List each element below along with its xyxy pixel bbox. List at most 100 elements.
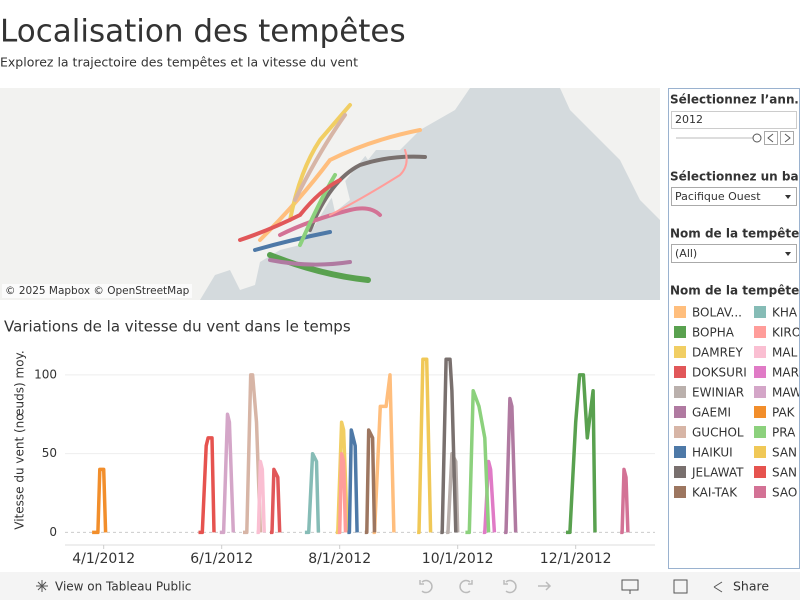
legend-swatch [674,346,686,358]
legend-label: KAI-TAK [692,486,738,500]
legend-swatch [674,426,686,438]
legend-swatch [754,306,766,318]
series-line [465,388,491,535]
series-line [347,428,359,535]
map-land [0,88,470,300]
view-link[interactable]: View on Tableau Public [55,580,191,594]
legend-label: KIRO [772,326,800,340]
legend-swatch [754,486,766,498]
legend-label: EWINIAR [692,386,744,400]
next-button[interactable] [780,131,794,145]
x-tick-label: 10/1/2012 [422,551,494,567]
legend-label: BOLAV... [692,306,742,320]
series-line [504,396,518,535]
map-attribution-bg [2,284,192,298]
download-button[interactable] [621,579,639,594]
legend-swatch [754,386,766,398]
dropdown-arrow [785,195,791,199]
year-value: 2012 [675,113,703,126]
prev-button[interactable] [764,131,778,145]
legend-swatch [674,306,686,318]
legend-swatch [754,446,766,458]
legend-title: Nom de la tempête [670,284,799,298]
series-line [304,451,321,535]
map[interactable] [0,88,660,300]
y-tick-label: 0 [49,525,57,539]
basin-value: Pacifique Ouest [675,190,761,203]
legend: BOLAV... BOPHA DAMREY DOKSURI EWINIAR GAEMI GU… [674,306,800,500]
legend-swatch [754,326,766,338]
toolbar-icons [419,579,552,594]
series-line [620,467,630,535]
x-tick-label: 8/1/2012 [308,551,371,567]
legend-swatch [674,486,686,498]
filter-label: Sélectionnez l’ann… [670,93,800,107]
x-tick-label: 4/1/2012 [72,551,135,567]
legend-label: BOPHA [692,326,735,340]
series-line [440,357,458,535]
storm-dropdown[interactable] [671,244,797,263]
legend-label: PAK [772,406,796,420]
share-icon [713,581,723,593]
series-line [337,451,348,535]
filters: Sélectionnez l’ann… 2012 Sélectionnez un… [670,93,800,500]
subtitle: Explorez la trajectoire des tempêtes et … [0,55,358,70]
legend-swatch [674,446,686,458]
legend-swatch [674,386,686,398]
slider-handle[interactable] [752,133,762,143]
year-input[interactable] [671,111,797,129]
y-axis-label: Vitesse du vent (nœuds) moy. [13,350,27,529]
y-tick-label: 100 [34,367,57,381]
series-line [482,459,497,535]
series-line [243,373,263,535]
legend-label: DOKSURI [692,366,747,380]
basin-dropdown[interactable] [671,187,797,206]
series-line [198,436,216,535]
x-tick-label: 6/1/2012 [190,551,253,567]
map-attribution[interactable]: © 2025 Mapbox © OpenStreetMap [5,285,190,297]
legend-label: MAR [772,366,799,380]
filter-label: Nom de la tempête [670,227,799,241]
plot-area [65,345,655,545]
map-land [560,88,660,220]
tableau-icon [36,580,48,592]
dropdown-arrow [785,252,791,256]
legend-swatch [674,326,686,338]
storm-tracks [238,103,427,283]
share-button[interactable]: Share [733,579,769,594]
chart-title: Variations de la vitesse du vent dans le… [4,318,351,336]
x-tick-label: 12/1/2012 [540,551,612,567]
series-line [92,467,108,535]
fullscreen-button[interactable] [673,579,688,594]
plot: 0 50 100 4/1/2012 6/1/2012 8/1/2012 10/1/2012 1… [34,345,655,567]
series-line [566,373,597,535]
legend-label: KHA [772,306,798,320]
legend-swatch [674,366,686,378]
legend-label: MAL [772,346,798,360]
legend-swatch [754,366,766,378]
legend-label: DAMREY [692,346,744,360]
legend-swatch [754,466,766,478]
storm-value: (All) [675,247,697,260]
series-line [270,467,282,535]
legend-swatch [754,346,766,358]
filter-panel [668,88,800,569]
legend-swatch [754,426,766,438]
legend-swatch [674,466,686,478]
legend-label: MAW [772,386,800,400]
series-line [256,459,266,535]
legend-label: SAO [772,486,797,500]
legend-label: GAEMI [692,406,731,420]
map-land [330,130,380,212]
legend-label: HAIKUI [692,446,733,460]
series-line [219,412,236,535]
legend-swatch [674,406,686,418]
title: Localisation des tempêtes [0,14,406,50]
arrows [767,133,791,143]
toolbar [0,572,800,600]
series-line [364,428,377,535]
legend-label: GUCHOL [692,426,744,440]
legend-label: PRA [772,426,796,440]
